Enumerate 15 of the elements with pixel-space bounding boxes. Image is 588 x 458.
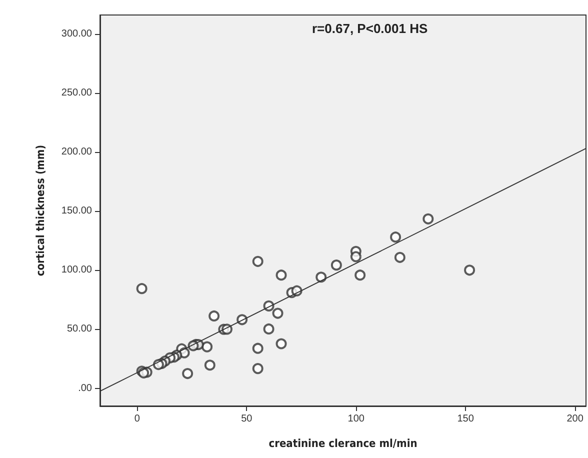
x-tick-label: 200 [566,414,584,424]
x-axis-title: creatinine clerance ml/min [268,437,418,450]
y-tick-label: 200.00 [61,146,92,158]
y-tick-label: 300.00 [61,28,92,40]
y-tick-label: .00 [78,382,92,394]
x-tick-label: 50 [241,414,253,424]
y-axis-title: cortical thickness (mm) [34,144,47,276]
y-tick-label: 150.00 [61,206,92,217]
x-tick-label: 0 [134,414,140,424]
x-tick-label: 100 [348,414,365,424]
x-tick-label: 150 [457,414,474,424]
y-tick-label: 50.00 [66,324,92,335]
annotation: r=0.67, P<0.001 HS [312,21,428,36]
y-tick-label: 250.00 [61,87,92,98]
y-tick-label: 100.00 [61,264,92,276]
